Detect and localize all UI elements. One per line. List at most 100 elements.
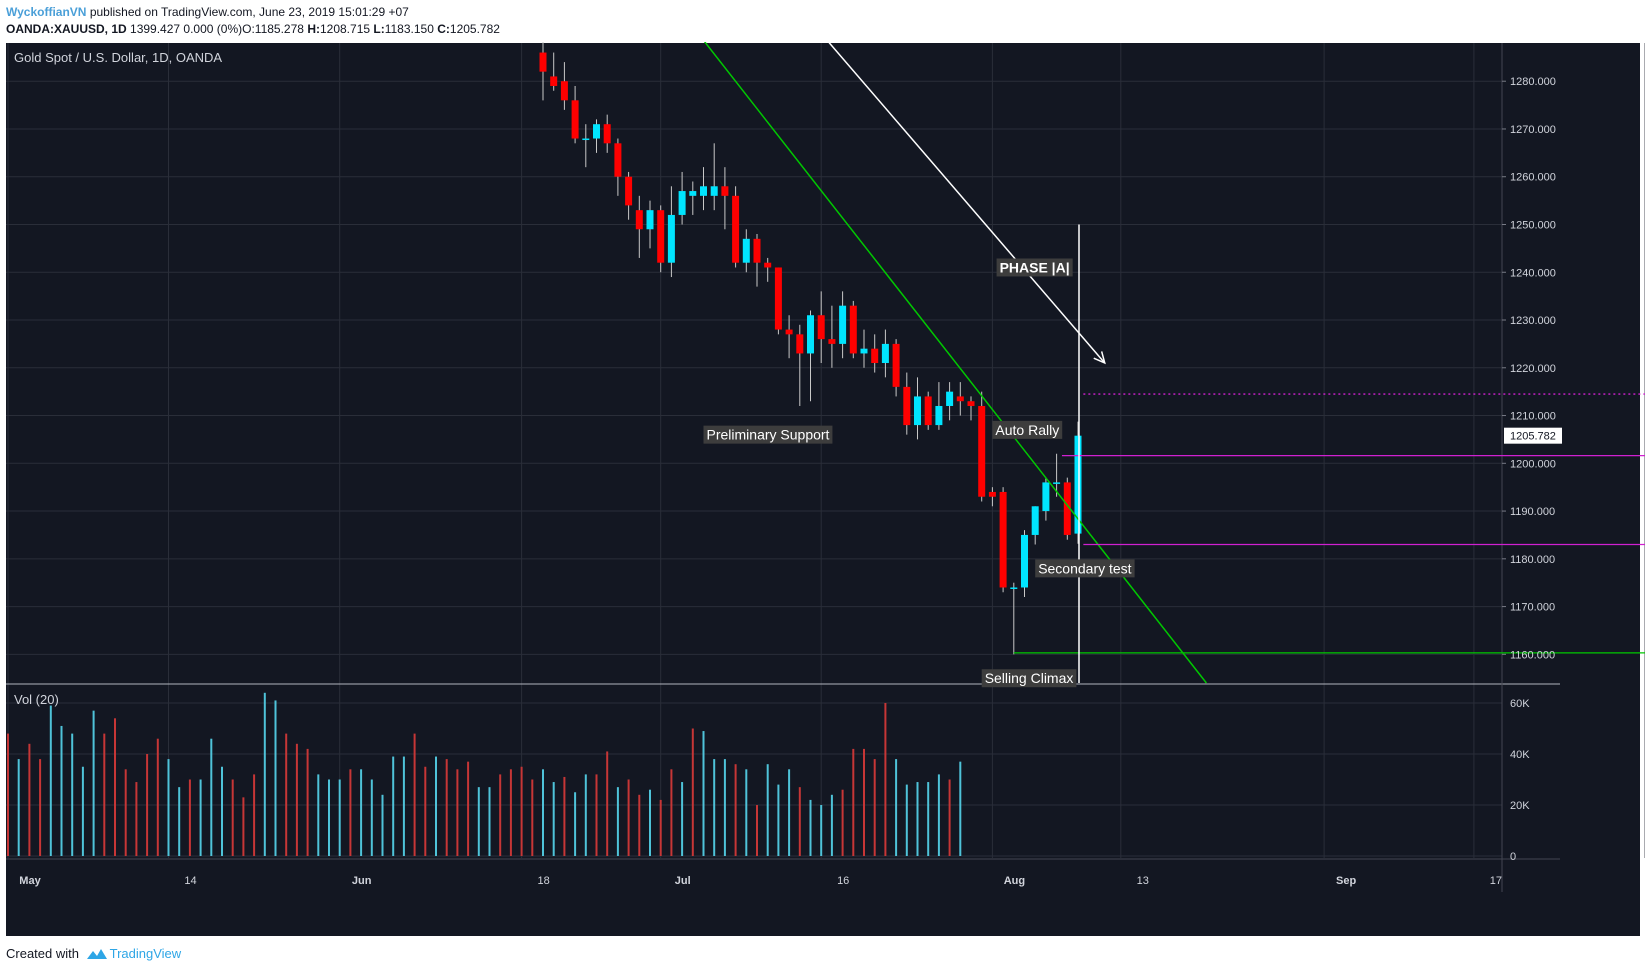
volume-bar <box>884 703 887 856</box>
volume-bar <box>199 779 202 856</box>
author-link[interactable]: WyckoffianVN <box>6 5 87 19</box>
volume-bar <box>413 733 416 856</box>
volume-bar <box>606 751 609 856</box>
volume-bar <box>542 769 544 856</box>
symbol-label: OANDA:XAUUSD, 1D <box>6 22 127 36</box>
low-label: L: <box>373 22 385 36</box>
volume-bar <box>766 764 769 856</box>
price-tick-label: 1280.000 <box>1510 76 1556 88</box>
volume-bar <box>713 759 716 856</box>
volume-bar <box>734 764 737 856</box>
annotation-box <box>703 425 833 444</box>
annotations: PHASE |A| Auto Rally Preliminary Support Se… <box>703 258 1135 688</box>
volume-bar <box>477 787 480 856</box>
volume-bar <box>820 805 823 856</box>
volume-bar <box>916 782 919 856</box>
candle-body <box>560 81 568 101</box>
volume-bar <box>81 766 84 856</box>
volume-bar <box>756 805 758 856</box>
volume-bar <box>927 782 930 856</box>
candle-body <box>892 343 900 387</box>
candle-body <box>1042 482 1050 512</box>
volume-bar <box>370 779 373 856</box>
annotation-label: PHASE |A| <box>996 258 1073 277</box>
volume-bar <box>328 779 330 856</box>
volume-bar <box>156 738 159 856</box>
price-axis[interactable]: 1280.000 1270.000 1260.000 1250.000 1240.000… <box>1502 76 1562 863</box>
volume-bar <box>71 733 74 856</box>
last-price-label: 1205.782 <box>1510 431 1556 443</box>
chart[interactable]: PHASE |A| Auto Rally Preliminary Support Se… <box>0 42 1645 940</box>
last-value: 1399.427 0.000 (0%) <box>130 22 243 36</box>
candle-body <box>988 491 996 497</box>
volume-bar <box>17 759 20 856</box>
price-tick-label: 1250.000 <box>1510 219 1556 231</box>
volume-bar <box>242 797 245 856</box>
candle-body <box>1074 435 1082 534</box>
volume-tick-label: 0 <box>1510 851 1516 863</box>
candle-body <box>1031 506 1039 535</box>
publication-header: WyckoffianVN published on TradingView.co… <box>0 0 1645 42</box>
volume-bar <box>381 794 384 856</box>
close-value: 1205.782 <box>449 22 500 36</box>
candle-body <box>539 52 547 72</box>
publication-line: WyckoffianVN published on TradingView.co… <box>6 5 409 19</box>
footer: Created with TradingView <box>6 946 181 961</box>
ohlc-line: OANDA:XAUUSD, 1D 1399.427 0.000 (0%)O:11… <box>6 22 500 36</box>
volume-bar <box>295 743 298 856</box>
candle-body <box>785 329 793 335</box>
candle-body <box>614 143 622 177</box>
time-tick-label: 14 <box>184 875 196 887</box>
volume-bar <box>253 774 256 856</box>
candle-body <box>903 386 911 426</box>
annotation-box <box>981 669 1077 688</box>
volume-bar <box>702 731 705 856</box>
volume-bar <box>841 789 844 856</box>
candle-body <box>807 315 814 354</box>
price-tick-label: 1230.000 <box>1510 315 1556 327</box>
candle-body <box>582 138 590 141</box>
volume-bar <box>488 787 491 856</box>
annotation-label: Auto Rally <box>992 420 1063 439</box>
volume-bar <box>681 782 684 856</box>
volume-bar <box>210 738 213 856</box>
annotation-text: Secondary test <box>1038 560 1131 576</box>
candle-body <box>817 315 825 340</box>
volume-bar <box>456 769 459 856</box>
volume-bar <box>135 782 138 856</box>
volume-bar <box>306 748 309 856</box>
candle-body <box>742 238 750 263</box>
volume-bar <box>937 774 940 856</box>
candle-body <box>753 238 761 263</box>
price-tick-label: 1170.000 <box>1510 602 1555 614</box>
tradingview-logo-icon <box>86 949 107 959</box>
annotation-text: Auto Rally <box>995 422 1059 438</box>
high-label: H: <box>307 22 320 36</box>
candle-body <box>1053 482 1061 484</box>
volume-bar <box>649 789 651 856</box>
candle-body <box>571 100 579 139</box>
volume-bar <box>863 748 865 856</box>
time-axis[interactable]: May14Jun18Jul16Aug13Sep17Oct15Nov19 <box>19 875 1645 887</box>
volume-bar <box>798 787 801 856</box>
close-label: C: <box>437 22 450 36</box>
volume-bar <box>584 774 587 856</box>
volume-bar <box>349 769 352 856</box>
volume-bar <box>499 774 502 856</box>
candle-body <box>657 210 665 263</box>
volume-bar <box>28 743 31 856</box>
price-tick-label: 1270.000 <box>1510 124 1556 136</box>
tradingview-link[interactable]: TradingView <box>109 946 182 961</box>
annotation-box <box>992 420 1063 439</box>
candle-body <box>764 262 772 268</box>
candle-body <box>828 339 836 344</box>
candle-body <box>849 305 857 354</box>
candle-body <box>871 348 879 363</box>
time-tick-label: 18 <box>537 875 549 887</box>
volume-bar <box>788 769 791 856</box>
volume-bar <box>188 779 191 856</box>
candle-body <box>625 176 633 206</box>
candle-body <box>721 186 729 196</box>
volume-bar <box>852 748 855 856</box>
time-tick-label: 16 <box>837 875 849 887</box>
